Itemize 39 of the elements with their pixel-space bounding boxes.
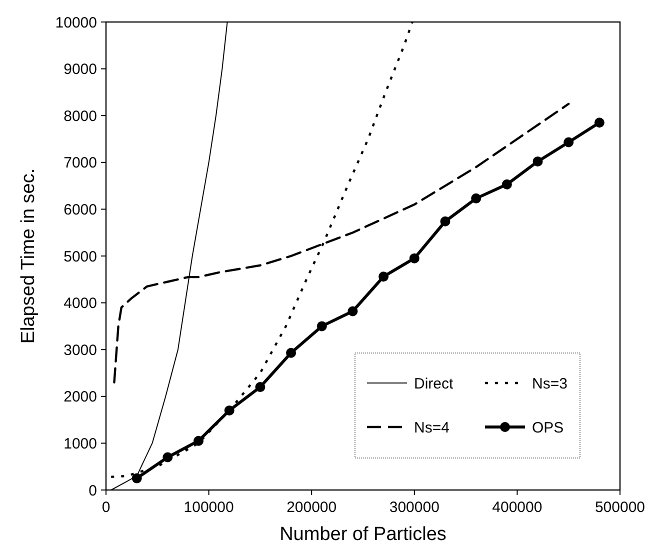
x-tick-label: 100000	[184, 499, 234, 516]
y-tick-label: 4000	[64, 295, 97, 312]
y-tick-label: 9000	[64, 61, 97, 78]
x-tick-label: 500000	[594, 499, 646, 516]
y-tick-label: 6000	[64, 201, 97, 218]
y-axis-title: Elapsed Time in sec.	[18, 168, 39, 344]
point	[316, 321, 327, 332]
point	[471, 193, 482, 204]
point	[194, 436, 204, 446]
x-tick-label: 400000	[492, 499, 542, 516]
point	[594, 118, 604, 128]
y-tick-label: 8000	[64, 108, 97, 125]
point	[378, 272, 389, 282]
y-tick-label: 7000	[64, 154, 97, 172]
legend-label: Ns=4	[414, 419, 450, 436]
point	[409, 253, 420, 264]
point	[255, 382, 266, 392]
legend-label: OPS	[532, 419, 564, 436]
y-tick-label: 10000	[55, 14, 97, 32]
y-tick-label: 5000	[64, 248, 97, 266]
legend-label: Ns=3	[532, 375, 568, 392]
point	[162, 452, 173, 462]
x-tick-label: 200000	[286, 499, 337, 516]
y-tick-label: 0	[88, 482, 97, 500]
point	[564, 137, 574, 148]
point	[440, 216, 450, 226]
point	[132, 473, 142, 484]
y-tick-label: 1000	[64, 435, 97, 452]
point	[532, 156, 543, 166]
x-tick-label: 0	[102, 499, 110, 516]
y-tick-label: 2000	[64, 388, 97, 406]
point	[224, 405, 234, 416]
point	[502, 179, 512, 190]
y-tick-label: 3000	[64, 342, 97, 359]
x-axis-title: Number of Particles	[280, 524, 446, 545]
x-tick-label: 300000	[389, 499, 440, 516]
legend-label: Direct	[414, 375, 454, 392]
point	[286, 348, 296, 358]
point	[348, 306, 358, 316]
